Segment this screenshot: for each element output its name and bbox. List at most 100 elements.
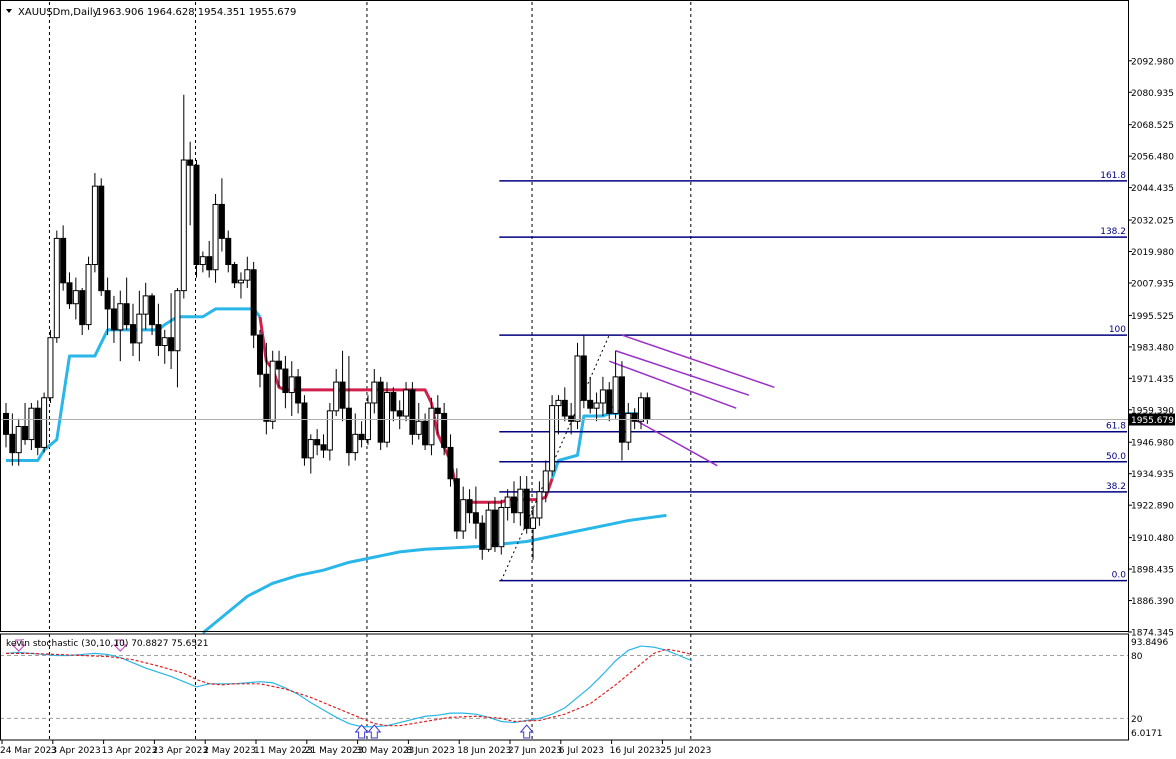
price-tick-label: 2092.980 [1131, 57, 1174, 67]
candle-body [41, 397, 48, 448]
price-tick-label: 2044.435 [1131, 184, 1174, 194]
candle-body [536, 491, 543, 519]
candle-body [574, 355, 581, 422]
candle-body [523, 488, 530, 529]
stochastic-axis-label: 93.8496 [1131, 638, 1168, 648]
candle-body [142, 295, 149, 315]
candle-body [237, 279, 244, 284]
channel-line[interactable] [608, 360, 737, 409]
price-tick-label: 1959.390 [1131, 406, 1174, 416]
price-tick-label: 2019.980 [1131, 248, 1174, 258]
candle-body [9, 433, 16, 454]
candle-body [269, 360, 276, 422]
candle-body [295, 376, 302, 404]
candle-body [644, 397, 651, 420]
candle-body [257, 334, 263, 375]
candle-body [212, 203, 219, 271]
candle-body [415, 420, 422, 435]
arrow-down-icon [11, 639, 26, 652]
candle-body [34, 407, 41, 448]
header-label: XAUUSDm,Daily 1963.906 1964.628 1954.351… [6, 7, 296, 18]
candle-body [517, 488, 524, 514]
channel-line[interactable] [615, 350, 750, 396]
price-axis[interactable]: 2092.980 2080.935 2068.525 2056.480 2044.435… [1128, 57, 1175, 739]
time-tick-label: 8 Jun 2023 [406, 746, 454, 756]
candle-body [110, 308, 117, 331]
time-tick-label: 27 Jun 2023 [508, 746, 562, 756]
candle-body [225, 237, 232, 266]
candle-body [491, 509, 498, 548]
candle-body [218, 203, 225, 239]
candle-body [301, 402, 308, 459]
candle-body [599, 389, 606, 404]
candle-body [180, 159, 187, 292]
stochastic-subwindow[interactable] [0, 639, 1128, 739]
time-tick-label: 11 May 2023 [254, 746, 313, 756]
fib-level-label: 138.2 [1100, 227, 1126, 237]
candle-body [479, 522, 486, 550]
candle-body [250, 269, 257, 336]
candle-body [580, 355, 587, 401]
candle-body [244, 269, 251, 281]
candle-body [555, 399, 562, 407]
price-tick-label: 1983.480 [1131, 343, 1174, 353]
candle-body [66, 282, 73, 305]
stochastic-signal-line [6, 648, 692, 727]
candle-body [47, 337, 54, 399]
candle-body [288, 376, 295, 394]
dropdown-triangle-icon[interactable] [6, 9, 12, 13]
candle-body [352, 433, 359, 454]
candle-body [364, 402, 371, 441]
candle-body [136, 313, 143, 344]
candle-body [409, 389, 416, 435]
candle-body [53, 237, 60, 339]
candle-body [422, 420, 429, 446]
trend-channel[interactable] [608, 334, 775, 467]
candle-body [453, 478, 460, 532]
fib-level-label: 61.8 [1106, 422, 1126, 432]
candle-body [333, 381, 340, 412]
candle-body [511, 496, 517, 514]
candle-body [504, 496, 511, 508]
candle-body [104, 290, 111, 310]
candle-body [358, 433, 365, 441]
candle-body [193, 164, 200, 266]
price-tick-label: 1886.390 [1131, 597, 1174, 607]
time-tick-label: 30 May 2023 [356, 746, 415, 756]
candle-body [606, 389, 613, 414]
stochastic-axis-label: 20 [1131, 715, 1143, 725]
candle-body [618, 376, 625, 443]
candle-body [384, 392, 390, 443]
price-tick-label: 1934.935 [1131, 470, 1174, 480]
fib-level-label: 38.2 [1106, 482, 1126, 492]
candle-body [396, 410, 403, 417]
candle-body [447, 446, 454, 480]
stochastic-frame [0, 633, 1129, 741]
candle-body [79, 290, 86, 326]
price-tick-label: 1874.345 [1131, 629, 1174, 639]
candle-body [631, 412, 638, 422]
time-tick-label: 2 May 2023 [203, 746, 256, 756]
candle-body [593, 402, 600, 409]
current-price-label: 1955.679 [1131, 416, 1174, 426]
fibonacci-levels[interactable]: 161.8 138.2 100 61.8 50.0 38.2 0.0 [499, 171, 1127, 582]
candle-body [638, 397, 644, 422]
time-tick-label: 23 Apr 2023 [152, 746, 208, 756]
candlesticks [3, 94, 651, 560]
fib-level-label: 0.0 [1112, 571, 1127, 581]
candle-body [3, 412, 9, 435]
candle-body [612, 376, 619, 414]
candle-body [466, 499, 473, 514]
candle-body [276, 360, 283, 370]
price-tick-label: 1922.890 [1131, 502, 1174, 512]
stochastic-axis-label: 80 [1131, 652, 1143, 662]
candle-body [130, 324, 136, 344]
channel-line[interactable] [621, 334, 775, 389]
chart-frames [0, 0, 1129, 741]
candle-body [390, 392, 397, 412]
candle-body [149, 295, 156, 326]
time-tick-label: 16 Jul 2023 [610, 746, 661, 756]
time-tick-label: 6 Jul 2023 [559, 746, 604, 756]
